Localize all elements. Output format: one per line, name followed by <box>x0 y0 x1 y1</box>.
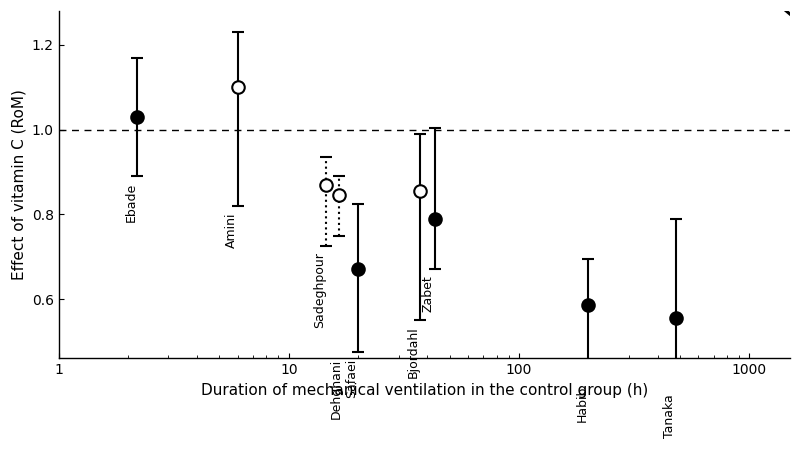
X-axis label: Duration of mechanical ventilation in the control group (h): Duration of mechanical ventilation in th… <box>200 383 648 398</box>
Text: Amini: Amini <box>225 212 238 248</box>
Text: Dehghani
Safaei: Dehghani Safaei <box>330 358 358 418</box>
Y-axis label: Effect of vitamin C (RoM): Effect of vitamin C (RoM) <box>11 89 26 280</box>
Text: Bjordahl: Bjordahl <box>407 326 420 379</box>
Text: Habib: Habib <box>575 386 589 422</box>
Text: Ebade: Ebade <box>124 183 138 222</box>
Text: Sadeghpour: Sadeghpour <box>313 252 326 328</box>
Text: Tanaka: Tanaka <box>663 394 676 438</box>
Text: Zabet: Zabet <box>421 276 435 313</box>
